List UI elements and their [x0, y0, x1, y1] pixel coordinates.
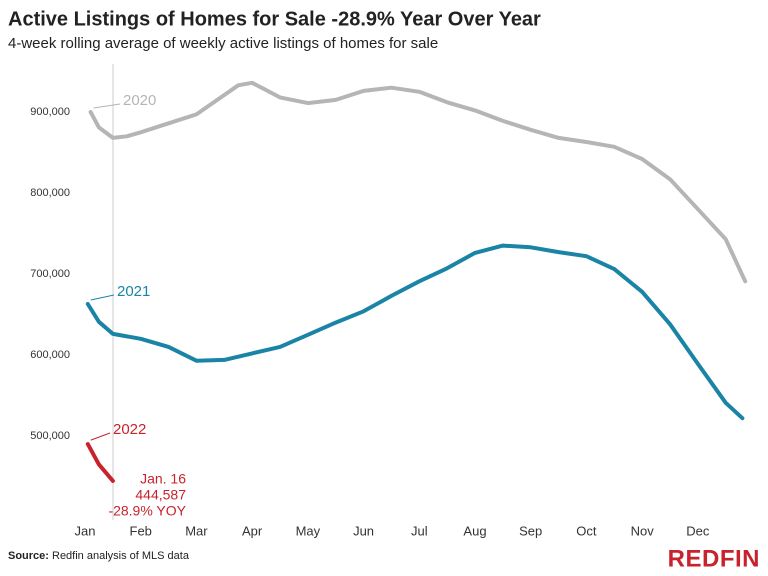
x-tick-label: Feb: [130, 523, 152, 538]
x-tick-label: May: [296, 523, 321, 538]
source-label: Source:: [8, 550, 49, 562]
x-tick-label: Mar: [185, 523, 208, 538]
x-tick-label: Jun: [353, 523, 374, 538]
y-tick-label: 600,000: [30, 349, 70, 361]
series-line: [88, 80, 748, 284]
brand-logo: REDFIN: [668, 545, 760, 572]
leader-line: [90, 432, 111, 441]
x-tick-label: Jan: [75, 523, 96, 538]
series-label: 2022: [113, 421, 146, 438]
x-tick-label: Aug: [463, 523, 486, 538]
chart-title: Active Listings of Homes for Sale -28.9%…: [8, 8, 541, 30]
leader-line: [90, 294, 115, 301]
source: Redfin analysis of MLS data: [52, 550, 190, 562]
x-tick-label: Oct: [576, 523, 597, 538]
series-line: [85, 243, 745, 421]
series-line: [85, 442, 115, 483]
chart-subtitle: 4-week rolling average of weekly active …: [8, 35, 438, 52]
series-label: 2020: [123, 92, 156, 109]
x-tick-label: Dec: [686, 523, 710, 538]
x-tick-label: Sep: [519, 523, 542, 538]
annotation: -28.9% YOY: [108, 503, 186, 519]
y-tick-label: 800,000: [30, 187, 70, 199]
annotation: Jan. 16: [140, 471, 186, 487]
annotation: 444,587: [135, 487, 186, 503]
x-tick-label: Apr: [242, 523, 263, 538]
x-tick-label: Nov: [631, 523, 655, 538]
y-tick-label: 700,000: [30, 268, 70, 280]
leader-line: [93, 103, 121, 109]
y-tick-label: 900,000: [30, 106, 70, 118]
x-tick-label: Jul: [411, 523, 428, 538]
y-tick-label: 500,000: [30, 430, 70, 442]
series-label: 2021: [117, 283, 150, 300]
